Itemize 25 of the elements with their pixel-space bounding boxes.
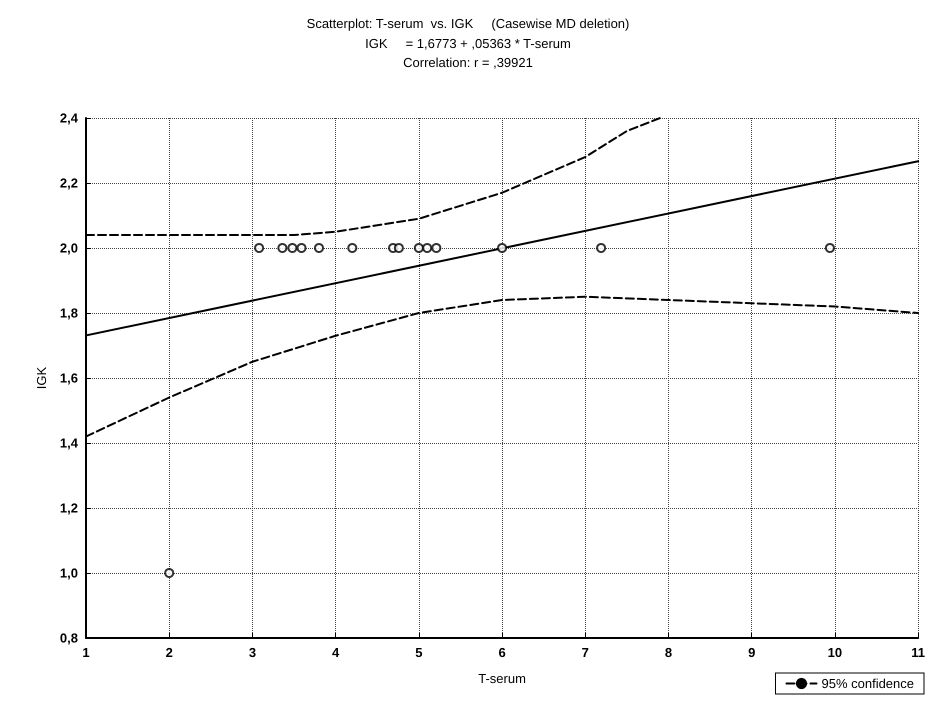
y-tick-label: 2,2 (60, 176, 78, 190)
y-tick-label: 1,4 (60, 436, 79, 450)
x-tick-label: 2 (166, 645, 173, 660)
x-tick-label: 7 (582, 645, 589, 660)
x-tick-label: 8 (664, 645, 672, 660)
x-tick-label: 11 (911, 645, 926, 660)
y-tick-label: 0,8 (60, 630, 78, 646)
chart-title: Scatterplot: T-serum vs. IGK (Casewise MD deletion) (306, 16, 630, 31)
x-tick-label: 1 (82, 645, 90, 660)
x-tick-label: 4 (332, 645, 340, 660)
x-axis-title: T-serum (478, 671, 526, 686)
y-tick-label: 1,2 (60, 500, 78, 516)
x-tick-label: 5 (415, 645, 422, 660)
x-tick-label: 6 (498, 645, 506, 660)
chart-subtitle: IGK = 1,6773 + ,05363 * T-serum Correlation: r = ,39921 (365, 36, 571, 70)
y-tick-label: 1,8 (60, 306, 78, 320)
x-tick-label: 3 (248, 645, 256, 660)
y-tick-label: 1,0 (60, 566, 78, 580)
x-tick-label: 10 (828, 645, 842, 660)
legend-label: 95% confidence (821, 676, 914, 691)
y-axis-title: IGK (34, 366, 49, 390)
x-tick-label: 9 (748, 645, 756, 660)
y-tick-label: 2,4 (60, 110, 79, 126)
y-tick-label: 1,6 (60, 370, 78, 386)
y-tick-label: 2,0 (60, 240, 78, 256)
